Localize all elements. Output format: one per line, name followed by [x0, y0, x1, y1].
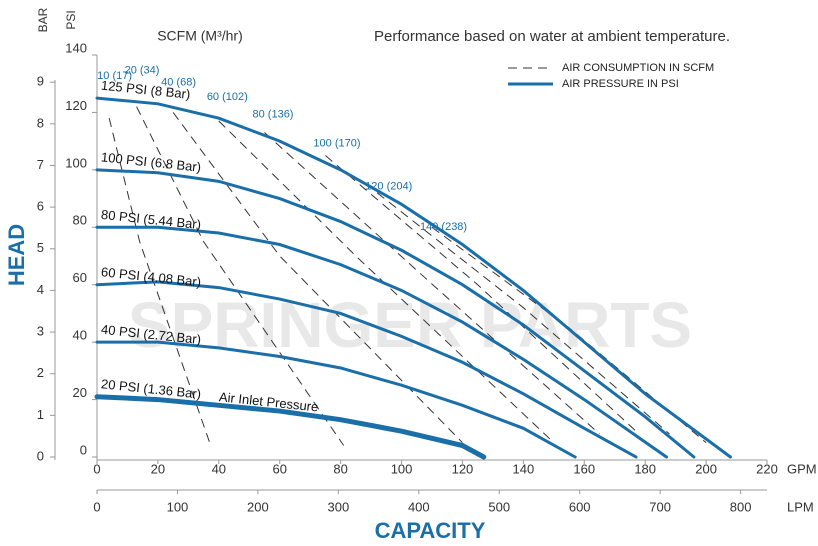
x2-tick-label: 400	[408, 499, 430, 514]
x-tick-label: 80	[333, 461, 347, 476]
y-tick-label: 100	[65, 155, 87, 170]
subtitle: SCFM (M³/hr)	[157, 28, 243, 44]
pressure-label: 60 PSI (4.08 Bar)	[100, 264, 201, 289]
consumption-line	[376, 192, 670, 435]
x-tick-label: 220	[756, 461, 778, 476]
y2-tick-label: 8	[37, 115, 44, 130]
y2-unit: BAR	[36, 7, 50, 32]
x2-unit: LPM	[787, 499, 814, 514]
x-tick-label: 160	[573, 461, 595, 476]
x2-tick-label: 0	[93, 499, 100, 514]
y2-tick-label: 3	[37, 324, 44, 339]
x2-tick-label: 800	[730, 499, 752, 514]
x2-tick-label: 700	[649, 499, 671, 514]
consumption-label: 20 (34)	[125, 65, 160, 77]
watermark: SPRINGER PARTS	[128, 289, 692, 361]
pressure-curve	[95, 225, 668, 459]
y2-tick-label: 1	[37, 407, 44, 422]
consumption-label: 10 (17)	[97, 70, 132, 82]
y-tick-label: 20	[73, 385, 87, 400]
x2-tick-label: 300	[328, 499, 350, 514]
consumption-label: 80 (136)	[253, 108, 294, 120]
legend-label: AIR PRESSURE IN PSI	[562, 78, 679, 90]
x-tick-label: 40	[212, 461, 226, 476]
x-tick-label: 0	[93, 461, 100, 476]
consumption-line	[136, 106, 345, 446]
y2-tick-label: 7	[37, 157, 44, 172]
x2-tick-label: 200	[247, 499, 269, 514]
y-tick-label: 80	[73, 213, 87, 228]
consumption-label: 40 (68)	[161, 76, 196, 88]
pressure-curve	[95, 340, 577, 459]
consumption-line	[325, 155, 640, 435]
x-tick-label: 120	[452, 461, 474, 476]
x2-tick-label: 600	[569, 499, 591, 514]
x-tick-label: 60	[272, 461, 286, 476]
consumption-line	[172, 112, 463, 443]
x2-tick-label: 500	[488, 499, 510, 514]
pressure-curve	[95, 280, 638, 459]
x2-tick-label: 100	[167, 499, 189, 514]
x-tick-label: 200	[695, 461, 717, 476]
x-axis-title: CAPACITY	[375, 518, 486, 543]
pressure-curve	[95, 96, 732, 459]
consumption-line	[264, 132, 600, 435]
pressure-curve	[94, 394, 487, 460]
y-tick-label: 140	[65, 40, 87, 55]
x-unit: GPM	[787, 461, 817, 476]
x-tick-label: 140	[513, 461, 535, 476]
x-tick-label: 20	[151, 461, 165, 476]
x-tick-label: 180	[634, 461, 656, 476]
y-tick-label: 0	[80, 442, 87, 457]
y-tick-label: 40	[73, 328, 87, 343]
consumption-label: 100 (170)	[313, 137, 360, 149]
chart-title: Performance based on water at ambient te…	[374, 28, 730, 45]
y-tick-label: 120	[65, 98, 87, 113]
legend-label: AIR CONSUMPTION IN SCFM	[562, 62, 714, 74]
y2-tick-label: 2	[37, 365, 44, 380]
consumption-label: 60 (102)	[207, 91, 248, 103]
y2-tick-label: 0	[37, 448, 44, 463]
y-unit: PSI	[64, 10, 78, 29]
consumption-line	[108, 118, 211, 443]
consumption-line	[218, 120, 555, 444]
pressure-curve	[95, 168, 696, 459]
y-tick-label: 60	[73, 270, 87, 285]
y2-tick-label: 4	[37, 282, 44, 297]
y2-tick-label: 5	[37, 240, 44, 255]
y-axis-title: HEAD	[4, 224, 29, 286]
y2-tick-label: 6	[37, 199, 44, 214]
x-tick-label: 100	[391, 461, 413, 476]
y2-tick-label: 9	[37, 74, 44, 89]
